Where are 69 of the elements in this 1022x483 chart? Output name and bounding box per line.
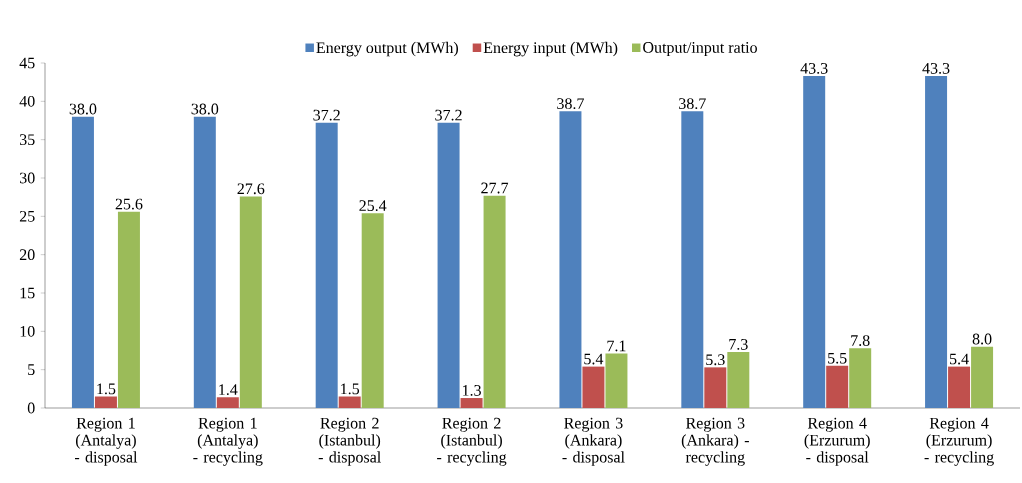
data-label: 1.3	[462, 385, 481, 396]
x-tick-label: Region 4 (Erzurum) - disposal	[804, 417, 870, 466]
bar	[925, 76, 948, 408]
x-tick-label: Region 2 (Istanbul) - recycling	[437, 417, 507, 466]
y-tick-label: 30	[19, 172, 35, 184]
bar	[681, 111, 704, 408]
data-label: 8.0	[972, 333, 992, 345]
y-tick-label: 25	[19, 210, 35, 222]
data-label: 37.2	[313, 109, 340, 121]
y-tick-label: 15	[20, 287, 35, 299]
bar	[483, 195, 506, 408]
bar	[727, 352, 750, 408]
legend-label: Energy output (MWh)	[316, 41, 458, 57]
bar	[971, 346, 994, 408]
bar	[71, 116, 94, 408]
bar	[559, 111, 582, 408]
y-tick-label: 40	[19, 95, 35, 107]
x-tick-label: Region 1 (Antalya) - recycling	[193, 417, 263, 466]
bar	[94, 396, 117, 408]
data-label: 27.7	[481, 182, 509, 194]
bar	[437, 122, 460, 408]
bar	[704, 367, 727, 408]
y-tick-label: 0	[27, 402, 35, 414]
data-label: 25.4	[359, 200, 387, 212]
bar	[849, 348, 872, 408]
bar	[803, 76, 826, 408]
y-tick-label: 20	[19, 249, 35, 261]
data-label: 7.3	[729, 339, 748, 350]
y-tick-label: 35	[19, 134, 35, 146]
x-tick-label: Region 2 (Istanbul) - disposal	[318, 417, 381, 466]
data-label: 1.5	[97, 383, 116, 395]
bar	[361, 213, 384, 408]
bar	[315, 122, 338, 408]
bar	[826, 365, 849, 408]
data-label: 1.4	[219, 384, 238, 396]
data-label: 38.7	[679, 98, 706, 110]
bar	[460, 398, 483, 408]
bar	[338, 396, 361, 408]
x-tick-label: Region 3 (Ankara) - recycling	[681, 417, 749, 466]
x-tick-label: Region 4 (Erzurum) - recycling	[924, 417, 994, 466]
x-tick-label: Region 1 (Antalya) - disposal	[74, 417, 138, 466]
data-label: 5.4	[950, 353, 969, 365]
bar	[117, 211, 140, 408]
data-label: 7.8	[851, 335, 870, 347]
bar	[582, 366, 605, 408]
data-label: 27.6	[237, 183, 265, 195]
data-label: 37.2	[435, 109, 462, 121]
data-label: 43.3	[800, 63, 828, 74]
bar	[605, 353, 628, 408]
bar	[193, 116, 216, 408]
bar	[948, 366, 971, 408]
y-tick-label: 10	[20, 325, 35, 337]
bar	[239, 196, 262, 408]
x-tick-label: Region 3 (Ankara) - disposal	[562, 417, 625, 466]
data-label: 5.4	[584, 353, 604, 365]
legend-label: Output/input ratio	[643, 42, 757, 57]
data-label: 38.0	[69, 103, 97, 115]
bar	[216, 397, 239, 408]
data-label: 1.5	[341, 383, 360, 395]
data-label: 5.5	[828, 352, 847, 364]
legend-label: Energy input (MWh)	[483, 41, 618, 57]
data-label: 43.3	[922, 63, 950, 74]
y-tick-label: 5	[28, 364, 35, 375]
data-label: 38.7	[557, 98, 584, 110]
data-label: 38.0	[191, 103, 219, 115]
y-tick-label: 45	[19, 57, 35, 69]
data-label: 25.6	[115, 198, 143, 210]
data-label: 5.3	[706, 354, 725, 366]
data-label: 7.1	[607, 340, 626, 352]
